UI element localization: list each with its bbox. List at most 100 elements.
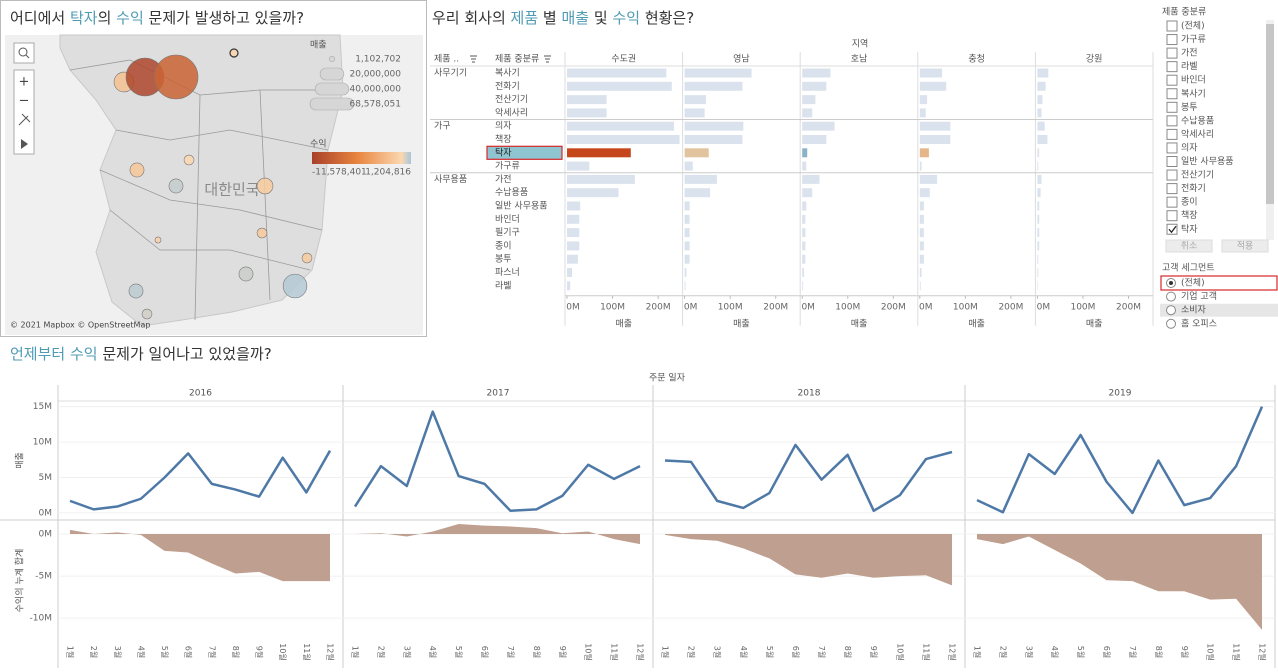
sort-icon[interactable] <box>544 55 551 63</box>
bar[interactable] <box>919 281 921 291</box>
checkbox[interactable] <box>1166 47 1178 59</box>
checkbox[interactable] <box>1166 183 1178 195</box>
bar[interactable] <box>919 121 951 131</box>
filter-button[interactable] <box>1221 239 1269 253</box>
filter-button[interactable] <box>1165 239 1213 253</box>
bar[interactable] <box>802 254 806 264</box>
bar[interactable] <box>567 95 607 105</box>
bar[interactable] <box>802 188 813 198</box>
bar[interactable] <box>1037 108 1042 118</box>
bar[interactable] <box>1037 201 1040 211</box>
map-bubble[interactable] <box>256 227 268 239</box>
bar[interactable] <box>684 201 690 211</box>
profit-area[interactable] <box>355 523 640 545</box>
bar[interactable] <box>1037 214 1040 224</box>
sales-line[interactable] <box>353 410 641 513</box>
checkbox[interactable] <box>1166 88 1178 100</box>
sales-line[interactable] <box>69 449 332 511</box>
map-bubble[interactable] <box>168 178 184 194</box>
bar[interactable] <box>567 281 571 291</box>
bar[interactable] <box>919 174 938 184</box>
map-bubble[interactable] <box>129 162 145 178</box>
bar[interactable] <box>567 148 631 158</box>
bar[interactable] <box>919 95 928 105</box>
bar[interactable] <box>919 148 929 158</box>
bar[interactable] <box>919 135 951 144</box>
map-bubble[interactable] <box>154 236 162 244</box>
map-bubble[interactable] <box>229 48 239 58</box>
bar[interactable] <box>802 135 827 144</box>
bar[interactable] <box>1037 254 1039 264</box>
zoom-out[interactable]: − <box>19 94 30 109</box>
bar[interactable] <box>802 81 827 91</box>
sales-line[interactable] <box>664 443 953 513</box>
expand-icon[interactable] <box>21 139 28 149</box>
checkbox[interactable] <box>1166 156 1178 167</box>
bar[interactable] <box>802 95 816 105</box>
checkbox[interactable] <box>1166 101 1178 113</box>
bar[interactable] <box>684 228 690 238</box>
bar[interactable] <box>1037 148 1040 158</box>
bar[interactable] <box>802 174 820 184</box>
bar[interactable] <box>919 228 924 238</box>
profit-area[interactable] <box>665 534 952 586</box>
bar[interactable] <box>802 241 806 251</box>
map-bubble[interactable] <box>256 177 274 195</box>
bar[interactable] <box>919 201 924 211</box>
bar[interactable] <box>1037 188 1041 198</box>
bar[interactable] <box>1037 174 1042 184</box>
bar[interactable] <box>567 201 581 211</box>
bar[interactable] <box>1037 241 1040 251</box>
bar[interactable] <box>567 108 607 118</box>
bar[interactable] <box>1037 81 1046 91</box>
bar[interactable] <box>567 174 635 184</box>
checkbox[interactable] <box>1166 74 1178 86</box>
map-bubble[interactable] <box>128 283 144 299</box>
selected-row-label[interactable] <box>486 145 563 160</box>
bar[interactable] <box>802 68 831 78</box>
bar[interactable] <box>684 95 707 105</box>
map-bubble[interactable] <box>301 252 313 264</box>
bar[interactable] <box>919 268 922 277</box>
bar[interactable] <box>684 81 743 91</box>
checkbox[interactable] <box>1166 128 1178 140</box>
checkbox[interactable] <box>1166 115 1178 127</box>
bar[interactable] <box>567 135 680 144</box>
bar[interactable] <box>684 188 711 198</box>
bar[interactable] <box>567 121 675 131</box>
bar[interactable] <box>567 241 580 251</box>
bar[interactable] <box>684 241 690 251</box>
zoom-in[interactable]: + <box>19 75 30 90</box>
sort-icon[interactable] <box>470 55 477 63</box>
bar[interactable] <box>1037 268 1039 277</box>
bar[interactable] <box>684 254 690 264</box>
bar[interactable] <box>684 148 709 158</box>
checkbox[interactable] <box>1166 34 1178 46</box>
bar[interactable] <box>802 201 807 211</box>
checkbox[interactable] <box>1166 196 1178 208</box>
bar[interactable] <box>1037 135 1048 144</box>
bar[interactable] <box>1037 228 1040 238</box>
bar[interactable] <box>567 254 578 264</box>
bar[interactable] <box>1037 161 1039 171</box>
bar[interactable] <box>567 214 580 224</box>
bar[interactable] <box>684 68 752 78</box>
bar[interactable] <box>802 281 804 291</box>
map-bubble[interactable] <box>153 54 199 100</box>
checkbox[interactable] <box>1166 210 1178 222</box>
bar[interactable] <box>684 108 705 118</box>
checkbox[interactable] <box>1166 61 1178 73</box>
bar[interactable] <box>802 161 807 171</box>
map-search-button[interactable] <box>13 42 35 64</box>
scrollbar-thumb[interactable] <box>1266 24 1274 204</box>
bar[interactable] <box>802 268 805 277</box>
bar[interactable] <box>684 174 717 184</box>
checkbox[interactable] <box>1166 20 1178 32</box>
pin-icon[interactable] <box>18 113 31 126</box>
profit-area[interactable] <box>70 529 330 582</box>
map-bubble[interactable] <box>141 308 153 320</box>
bar[interactable] <box>802 214 806 224</box>
bar[interactable] <box>567 161 590 171</box>
checkbox[interactable] <box>1166 223 1178 235</box>
sales-line[interactable] <box>976 406 1264 515</box>
